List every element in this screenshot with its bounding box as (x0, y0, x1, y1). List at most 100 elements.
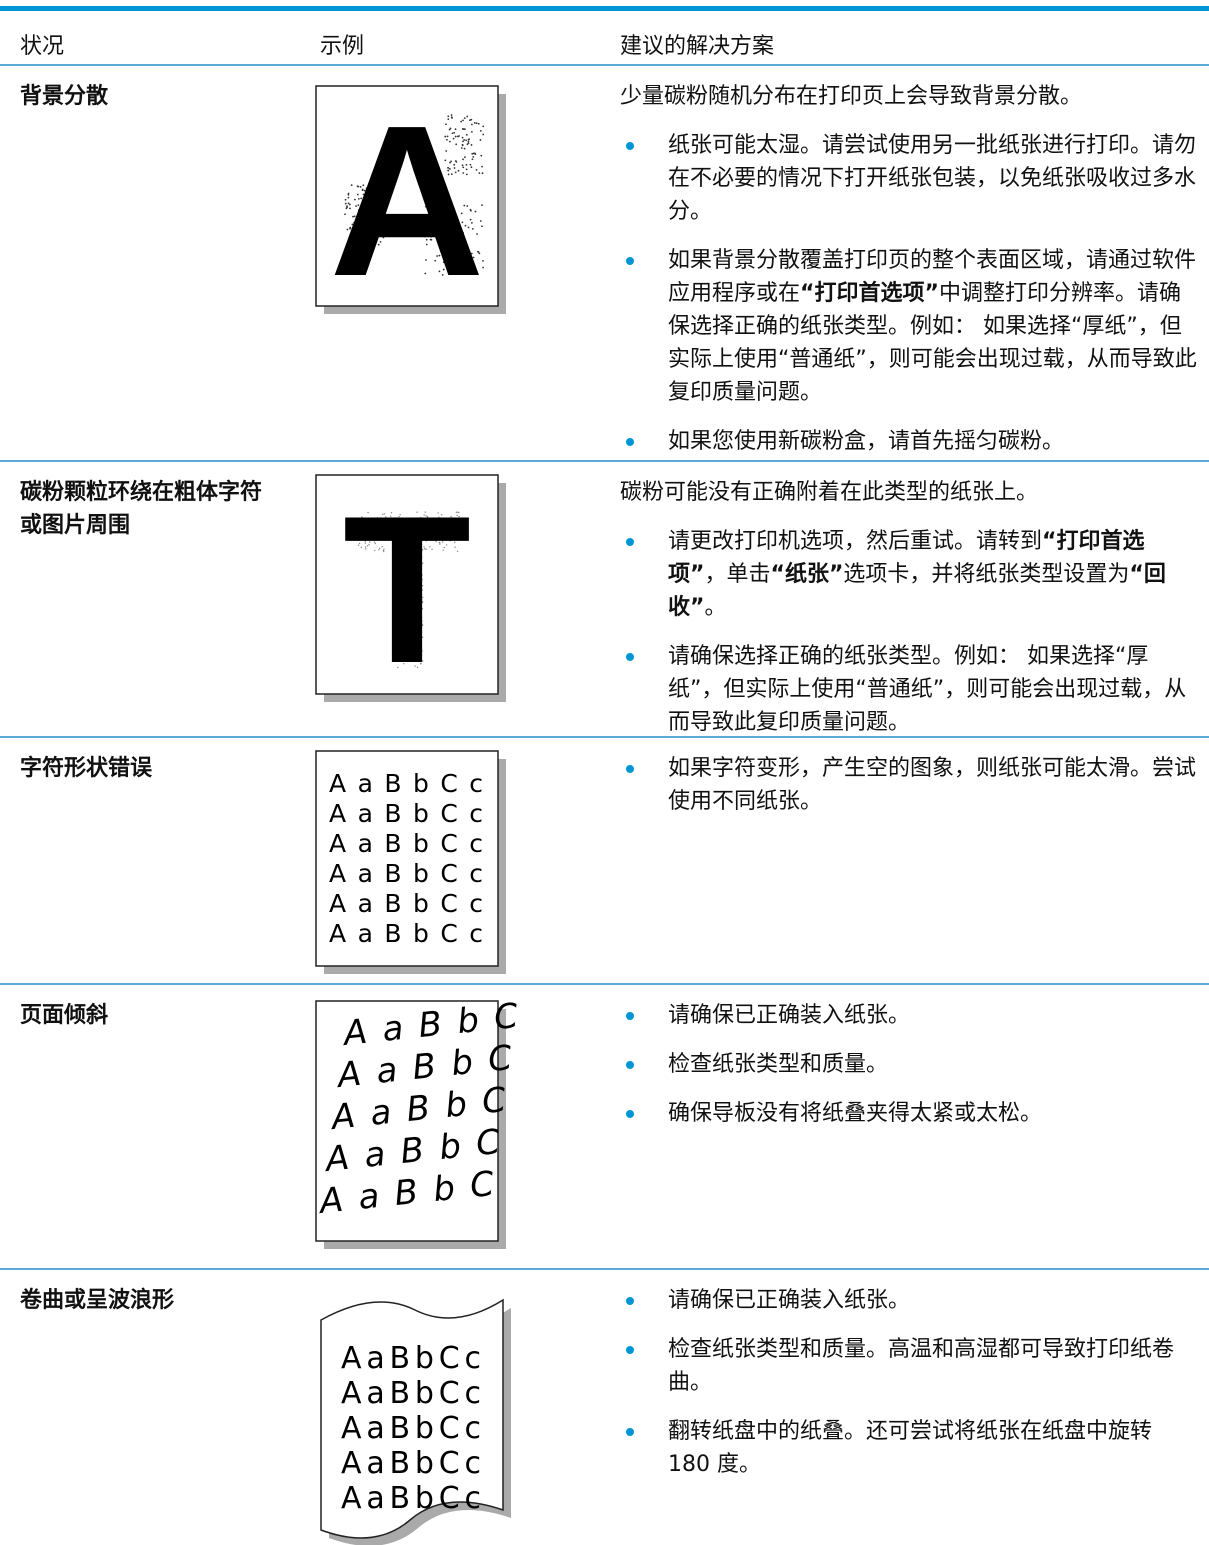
toner-speck (410, 625, 412, 628)
toner-speck (469, 119, 471, 122)
toner-speck (421, 589, 424, 591)
bullet: 请确保选择正确的纸张类型。例如： 如果选择“厚纸”，但实际上使用“普通纸”，则可… (620, 640, 1198, 739)
toner-speck (393, 623, 395, 625)
toner-speck (439, 237, 442, 240)
toner-speck (394, 626, 396, 629)
toner-speck (383, 548, 385, 550)
toner-speck (407, 591, 409, 594)
toner-speck (383, 550, 385, 553)
toner-speck (458, 515, 460, 518)
toner-speck (421, 578, 423, 581)
toner-speck (420, 591, 422, 593)
toner-speck (449, 532, 452, 534)
toner-speck (441, 535, 443, 537)
toner-speck (406, 633, 409, 635)
toner-speck (466, 115, 469, 118)
row-rule (0, 460, 1209, 462)
toner-speck (470, 252, 473, 255)
bullet-dot (626, 1110, 634, 1118)
toner-speck (473, 273, 476, 275)
toner-speck (395, 577, 398, 579)
toner-speck (415, 580, 417, 583)
toner-speck (420, 638, 422, 641)
toner-speck (414, 564, 417, 567)
toner-speck (404, 544, 407, 547)
toner-speck (407, 616, 410, 619)
toner-speck (396, 651, 399, 653)
toner-speck (394, 586, 397, 588)
toner-speck (394, 653, 396, 655)
toner-speck (396, 563, 398, 566)
toner-speck (416, 511, 418, 513)
toner-speck (404, 610, 406, 612)
toner-speck (462, 128, 465, 131)
toner-speck (478, 252, 481, 255)
text: 纸张可能太湿。请尝试使用另一批纸张进行打印。请勿在不必要的情况下打开纸张包装，以… (668, 133, 1197, 224)
toner-speck (471, 227, 474, 230)
toner-speck (409, 566, 411, 568)
toner-speck (420, 611, 422, 613)
toner-speck (443, 226, 445, 228)
toner-speck (368, 190, 371, 192)
toner-speck (378, 185, 380, 188)
bullet-dot (626, 1428, 634, 1436)
toner-speck (416, 559, 418, 562)
toner-speck (406, 588, 408, 591)
toner-speck (426, 515, 429, 518)
toner-speck (403, 532, 406, 535)
toner-speck (357, 198, 360, 200)
toner-speck (424, 235, 426, 238)
toner-speck (363, 199, 366, 201)
toner-speck (400, 656, 402, 659)
toner-speck (409, 645, 412, 647)
toner-speck (366, 545, 369, 547)
toner-speck (410, 636, 413, 639)
bullet: 检查纸张类型和质量。 (620, 1048, 1198, 1081)
toner-speck (408, 648, 410, 651)
toner-speck (400, 557, 402, 559)
toner-speck (469, 163, 472, 166)
toner-speck (374, 524, 377, 526)
row-rule (0, 983, 1209, 985)
toner-speck (421, 636, 424, 638)
text: 检查纸张类型和质量。 (668, 1052, 889, 1077)
toner-speck (396, 565, 399, 567)
toner-speck (445, 150, 448, 152)
toner-speck (403, 528, 405, 531)
toner-speck (470, 130, 473, 133)
text: ，单击 (704, 562, 771, 587)
sample-letter: A (329, 80, 484, 321)
toner-speck (367, 192, 370, 195)
toner-speck (447, 259, 449, 262)
toner-speck (467, 140, 470, 143)
toner-speck (367, 511, 369, 514)
toner-speck (412, 556, 414, 559)
toner-speck (396, 618, 399, 620)
toner-speck (402, 592, 405, 594)
toner-speck (344, 213, 346, 216)
toner-speck (353, 215, 356, 218)
toner-speck (374, 239, 377, 242)
toner-speck (414, 575, 417, 578)
toner-speck (478, 172, 481, 175)
toner-speck (357, 535, 359, 538)
toner-speck (416, 666, 419, 669)
toner-speck (393, 571, 395, 573)
toner-speck (439, 543, 441, 545)
toner-speck (403, 607, 405, 609)
page (315, 85, 499, 307)
text: 请更改打印机选项，然后重试。请转到 (668, 529, 1043, 554)
toner-speck (418, 577, 420, 579)
bullet: 请确保已正确装入纸张。 (620, 999, 1198, 1032)
toner-speck (383, 217, 385, 220)
toner-speck (393, 521, 395, 523)
toner-speck (462, 166, 465, 169)
toner-speck (399, 617, 402, 619)
toner-speck (368, 521, 371, 524)
toner-speck (362, 535, 364, 537)
bullet-dot (626, 653, 634, 661)
toner-speck (444, 159, 447, 162)
toner-speck (403, 662, 405, 665)
toner-speck (461, 143, 464, 146)
toner-speck (414, 570, 416, 572)
